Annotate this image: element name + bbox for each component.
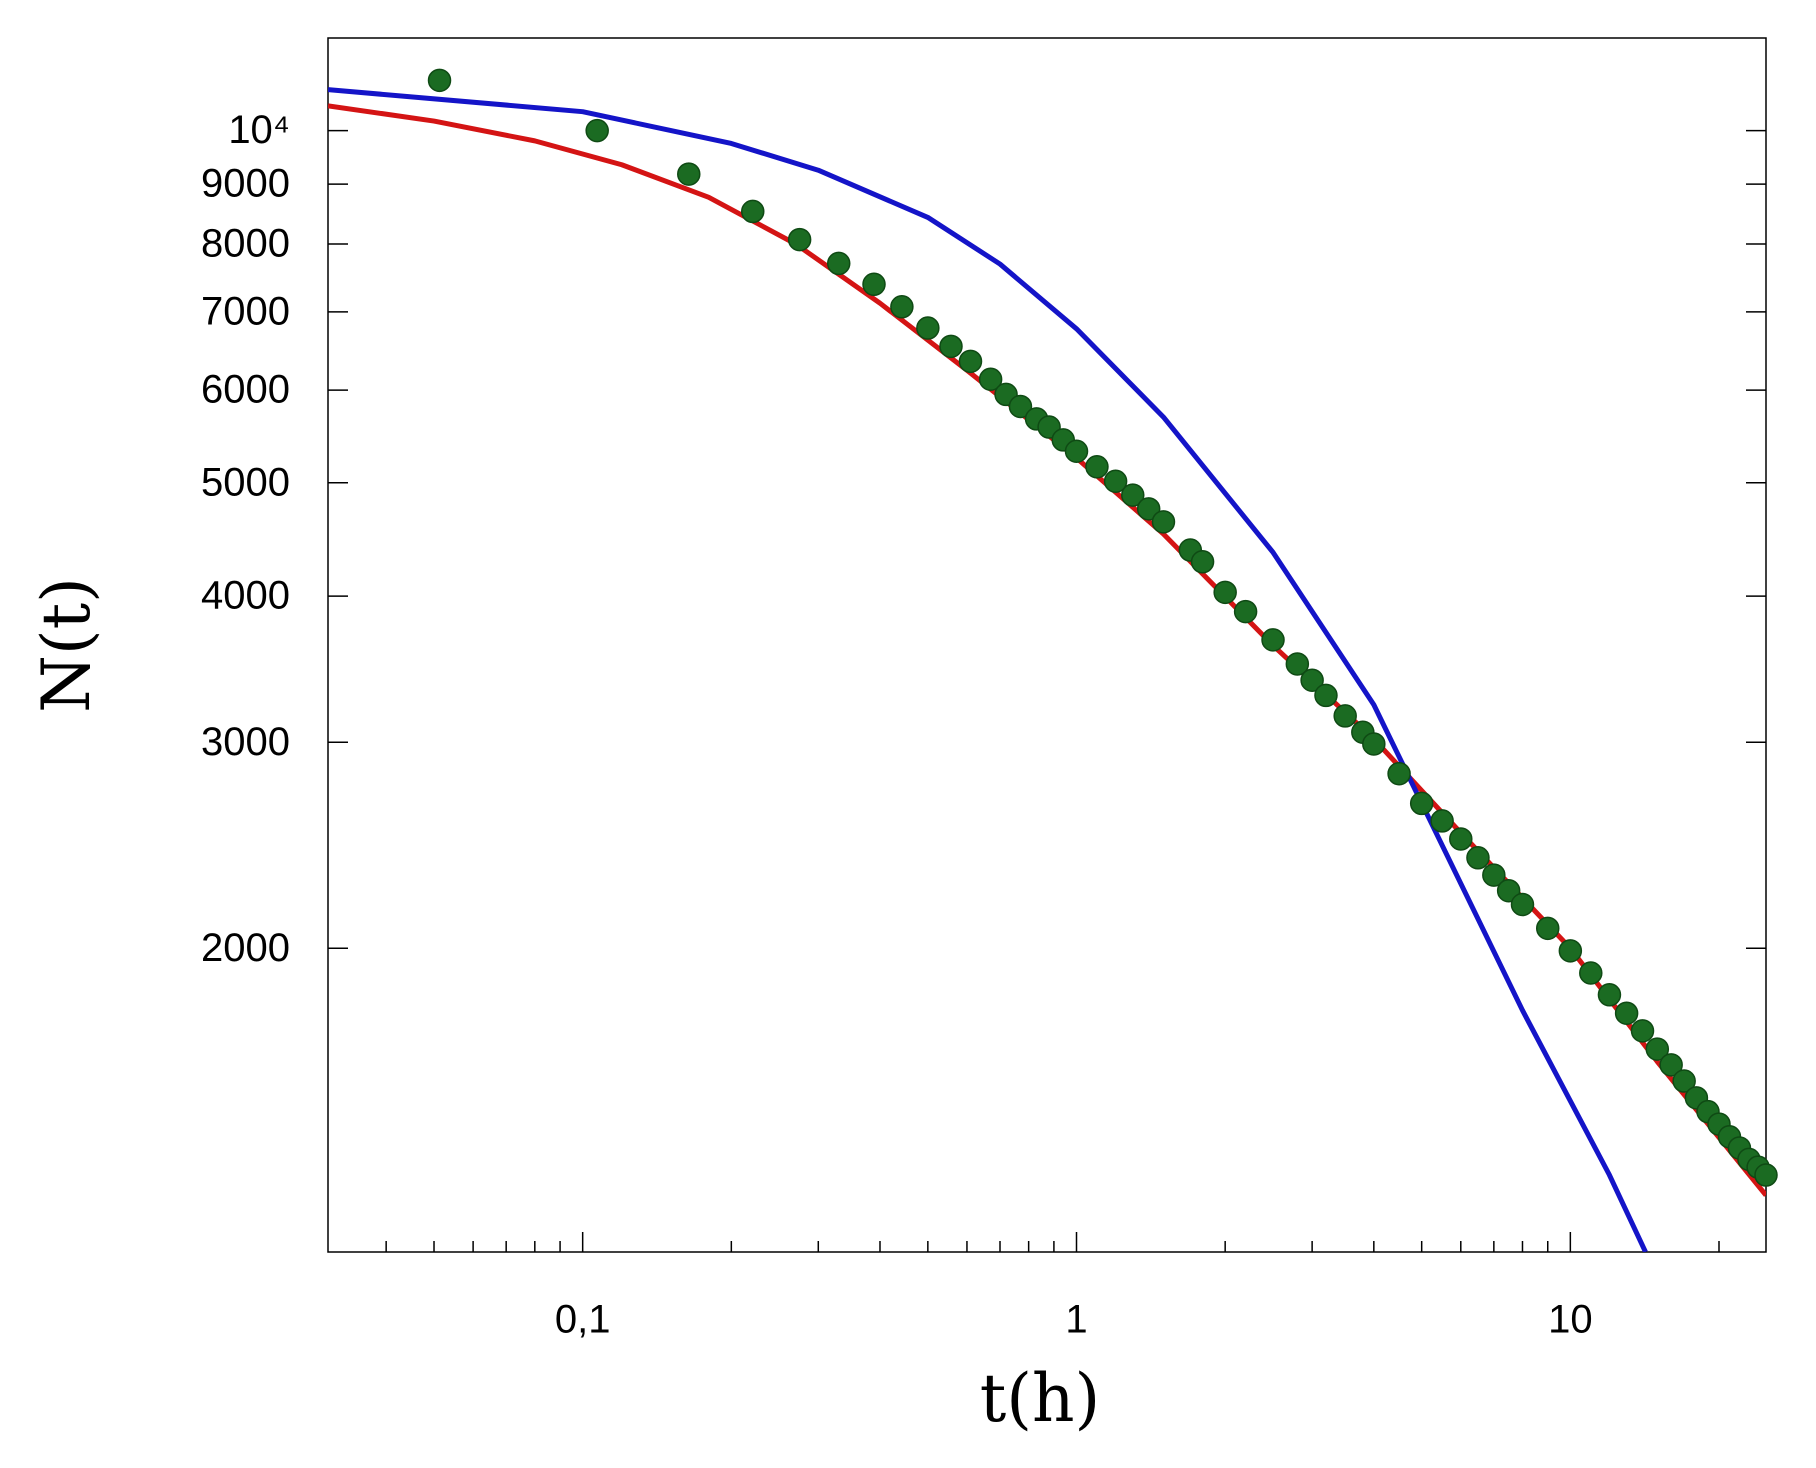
scatter-point bbox=[585, 118, 609, 143]
scatter-point bbox=[1672, 1069, 1696, 1093]
y-tick-label: 8000 bbox=[201, 222, 290, 266]
scatter-point bbox=[1121, 483, 1145, 507]
scatter-point bbox=[1449, 827, 1473, 851]
scatter-point bbox=[1466, 846, 1490, 870]
scatter-point bbox=[916, 316, 940, 340]
scatter-point bbox=[740, 199, 765, 224]
scatter-point bbox=[1213, 580, 1237, 605]
scatter-point bbox=[1008, 394, 1033, 419]
y-tick-label: 5000 bbox=[201, 460, 290, 504]
y-tick-label: 3000 bbox=[201, 720, 290, 764]
scatter-point bbox=[1387, 761, 1411, 786]
y-axis-title: N(t) bbox=[28, 577, 105, 713]
scatter-point bbox=[1614, 1001, 1639, 1025]
scatter-point bbox=[1409, 791, 1434, 816]
line-series bbox=[328, 87, 1648, 1252]
scatter-point bbox=[1285, 652, 1310, 676]
scatter-point bbox=[1151, 510, 1176, 534]
y-tick-label: 9000 bbox=[201, 162, 290, 206]
scatter-point bbox=[1261, 628, 1285, 652]
scatter-point bbox=[1333, 704, 1357, 728]
x-axis-title: t(h) bbox=[980, 1360, 1101, 1437]
scatter-point bbox=[1496, 878, 1521, 903]
scatter-point bbox=[1190, 550, 1215, 574]
scatter-point bbox=[1103, 469, 1128, 493]
x-tick-label: 10 bbox=[1548, 1298, 1593, 1342]
scatter-point bbox=[1300, 668, 1324, 692]
scatter-point bbox=[1064, 439, 1089, 464]
y-tick-label: 4000 bbox=[201, 574, 290, 618]
scatter-point bbox=[1085, 455, 1109, 479]
scatter-point bbox=[1597, 983, 1622, 1007]
scatter-point bbox=[978, 367, 1003, 392]
scatter-point bbox=[787, 227, 812, 252]
scatter-point bbox=[862, 272, 886, 297]
plot-frame bbox=[327, 37, 1767, 1253]
scatter-point bbox=[958, 349, 983, 374]
scatter-point bbox=[1754, 1163, 1778, 1187]
x-tick-label: 0,1 bbox=[555, 1298, 611, 1342]
scatter-point bbox=[1314, 683, 1338, 708]
scatter-point bbox=[1659, 1053, 1683, 1077]
y-tick-label: 10⁴ bbox=[228, 108, 290, 152]
scatter-point bbox=[1362, 732, 1386, 756]
scatter-point bbox=[1136, 497, 1161, 521]
scatter-point bbox=[890, 295, 914, 319]
scatter-point bbox=[939, 334, 963, 359]
line-series bbox=[328, 103, 1766, 1197]
scatter-point bbox=[1430, 809, 1454, 833]
y-tick-label: 6000 bbox=[201, 368, 290, 412]
scatter-point bbox=[427, 68, 452, 93]
scatter-point bbox=[1579, 961, 1603, 985]
scatter-point bbox=[1535, 916, 1560, 941]
scatter-point bbox=[1645, 1037, 1670, 1061]
y-tick-label: 2000 bbox=[201, 926, 290, 970]
scatter-point bbox=[1482, 863, 1506, 887]
y-tick-label: 7000 bbox=[201, 289, 290, 333]
x-tick-label: 1 bbox=[1065, 1298, 1087, 1342]
scatter-point bbox=[1510, 892, 1535, 917]
scatter-point bbox=[1233, 599, 1258, 624]
scatter-point bbox=[677, 162, 701, 186]
scatter-point bbox=[1630, 1019, 1655, 1043]
scatter-point bbox=[1558, 939, 1583, 963]
scatter-point bbox=[826, 251, 851, 276]
